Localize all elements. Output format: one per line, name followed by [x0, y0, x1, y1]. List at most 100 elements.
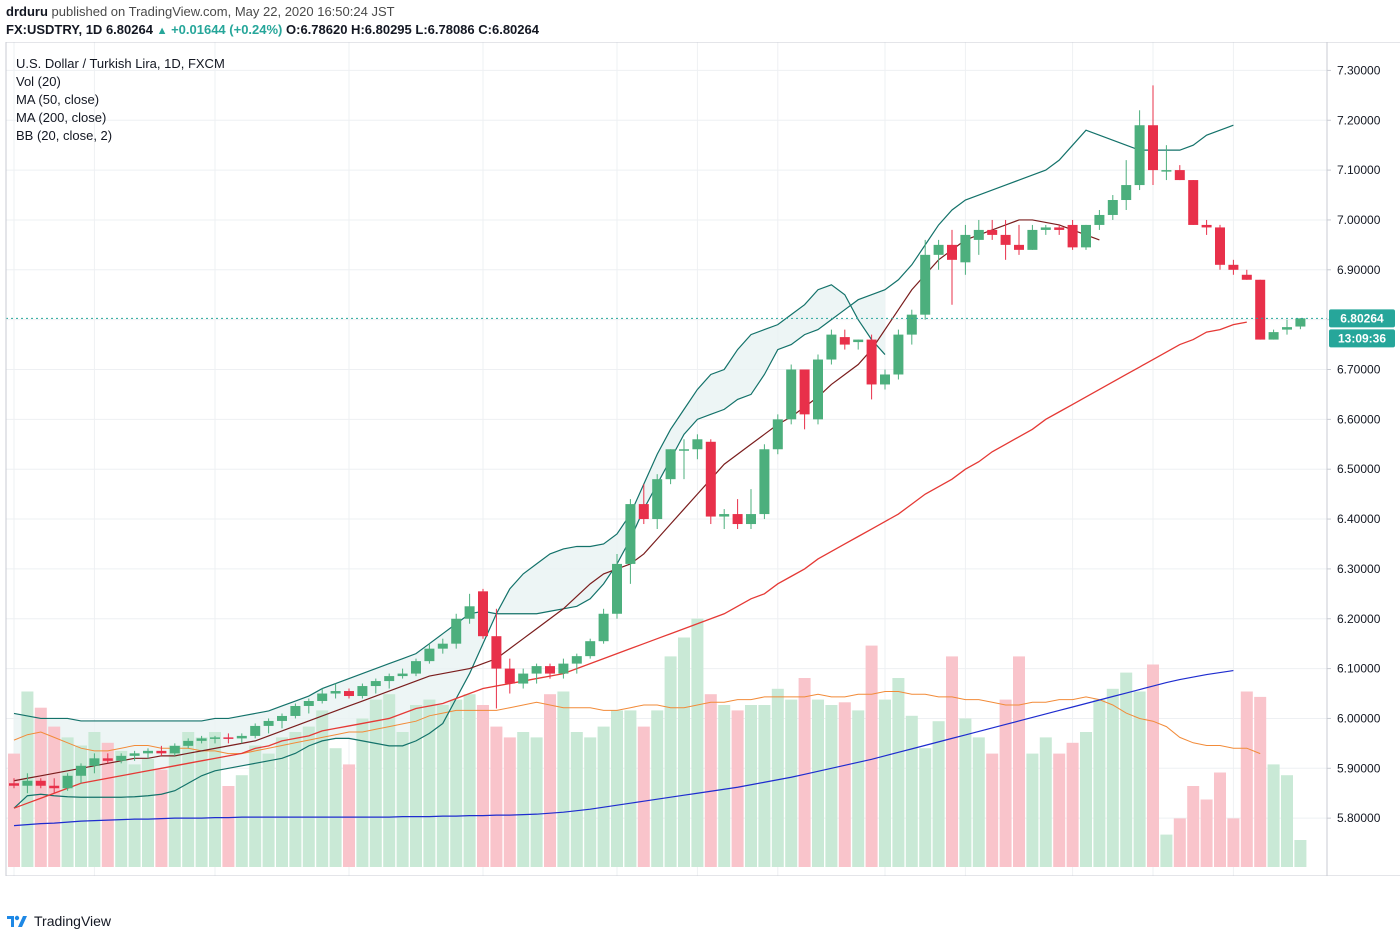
candle-body[interactable] [880, 374, 890, 385]
candle-body[interactable] [397, 673, 408, 677]
candle-body[interactable] [478, 591, 488, 637]
candle-body[interactable] [545, 666, 555, 674]
candle-body[interactable] [303, 701, 314, 706]
candle-body[interactable] [598, 613, 609, 642]
candle-body[interactable] [866, 339, 877, 385]
price-chart[interactable]: 5.80000 5.90000 6.00000 6.10000 6.20000 6.300… [0, 41, 1400, 893]
candle-body[interactable] [973, 229, 984, 240]
candle-body[interactable] [156, 750, 167, 754]
candle-body[interactable] [960, 234, 971, 263]
candle-body[interactable] [344, 691, 354, 697]
symbol-name[interactable]: FX:USDTRY, 1D [6, 22, 103, 37]
candle-body[interactable] [665, 449, 676, 480]
candle-body[interactable] [1241, 274, 1252, 280]
candle-body[interactable] [732, 514, 743, 525]
candle-body[interactable] [263, 720, 274, 726]
candle-body[interactable] [612, 563, 622, 614]
candle-body[interactable] [1228, 264, 1239, 270]
candle-body[interactable] [1188, 180, 1199, 225]
candle-body[interactable] [183, 740, 194, 746]
candle-body[interactable] [210, 737, 220, 739]
candle-body[interactable] [1121, 185, 1132, 201]
candle-body[interactable] [1215, 227, 1225, 265]
candle-body[interactable] [1161, 170, 1172, 172]
candle-body[interactable] [759, 449, 770, 515]
candle-body[interactable] [853, 339, 864, 343]
legend-bollinger[interactable]: BB (20, close, 2) [16, 128, 113, 143]
candle-body[interactable] [1134, 125, 1145, 186]
legend-volume[interactable]: Vol (20) [16, 74, 61, 89]
candle-body[interactable] [839, 337, 850, 345]
candle-body[interactable] [464, 606, 475, 619]
candle-body[interactable] [196, 738, 207, 741]
candle-body[interactable] [1107, 200, 1118, 215]
candle-body[interactable] [772, 419, 783, 450]
candle-body[interactable] [933, 244, 944, 255]
candle-body[interactable] [1148, 125, 1158, 171]
candle-body[interactable] [705, 441, 716, 517]
candle-body[interactable] [143, 750, 153, 754]
candle-body[interactable] [9, 783, 19, 786]
candle-body[interactable] [223, 737, 234, 739]
candle-body[interactable] [317, 693, 328, 702]
candle-body[interactable] [1174, 170, 1185, 181]
candle-body[interactable] [437, 643, 448, 649]
candle-body[interactable] [799, 369, 810, 415]
legend-ma200[interactable]: MA (200, close) [16, 110, 107, 125]
candle-body[interactable] [129, 753, 140, 756]
candle-body[interactable] [1282, 327, 1292, 330]
candle-body[interactable] [22, 780, 33, 786]
candle-body[interactable] [585, 641, 596, 657]
candle-body[interactable] [1268, 332, 1279, 340]
candle-body[interactable] [1081, 224, 1091, 248]
candle-body[interactable] [384, 676, 395, 682]
candle-body[interactable] [370, 681, 381, 687]
candle-body[interactable] [1295, 318, 1306, 327]
candle-body[interactable] [518, 673, 529, 684]
candle-body[interactable] [652, 479, 663, 520]
candle-body[interactable] [1027, 229, 1038, 250]
candle-body[interactable] [746, 514, 756, 525]
candle-body[interactable] [35, 780, 46, 786]
candle-body[interactable] [1067, 224, 1078, 248]
candle-body[interactable] [290, 705, 301, 716]
candle-body[interactable] [102, 758, 113, 761]
candle-body[interactable] [1014, 244, 1024, 250]
candle-body[interactable] [558, 663, 569, 674]
candle-body[interactable] [679, 449, 689, 451]
candle-body[interactable] [920, 254, 931, 315]
candle-body[interactable] [491, 636, 502, 669]
candle-body[interactable] [76, 765, 86, 776]
candle-body[interactable] [236, 735, 247, 739]
candle-body[interactable] [813, 359, 823, 420]
candle-body[interactable] [62, 775, 73, 789]
candle-body[interactable] [987, 229, 998, 235]
candle-body[interactable] [719, 514, 730, 517]
candle-body[interactable] [411, 661, 421, 674]
candle-body[interactable] [169, 745, 180, 754]
legend-ma50[interactable]: MA (50, close) [16, 92, 100, 107]
candle-body[interactable] [89, 758, 100, 766]
candle-body[interactable] [947, 244, 957, 260]
candle-body[interactable] [1094, 214, 1105, 225]
candle-body[interactable] [571, 656, 582, 664]
candle-body[interactable] [1000, 234, 1011, 245]
candle-body[interactable] [250, 725, 261, 736]
candle-body[interactable] [638, 504, 649, 520]
candle-body[interactable] [1255, 279, 1266, 340]
candle-body[interactable] [357, 686, 368, 697]
candle-body[interactable] [451, 618, 462, 644]
candle-body[interactable] [625, 504, 636, 564]
candle-body[interactable] [692, 439, 703, 450]
candle-body[interactable] [116, 755, 127, 761]
candle-body[interactable] [330, 691, 341, 694]
candle-body[interactable] [424, 648, 435, 662]
publisher-name[interactable]: drduru [6, 4, 48, 19]
candle-body[interactable] [906, 314, 917, 335]
candle-body[interactable] [1201, 224, 1212, 228]
last-price-tag[interactable] [1329, 309, 1395, 328]
candle-body[interactable] [531, 666, 542, 674]
candle-body[interactable] [49, 785, 60, 789]
candle-body[interactable] [1054, 227, 1065, 230]
legend-title[interactable]: U.S. Dollar / Turkish Lira, 1D, FXCM [16, 56, 225, 71]
